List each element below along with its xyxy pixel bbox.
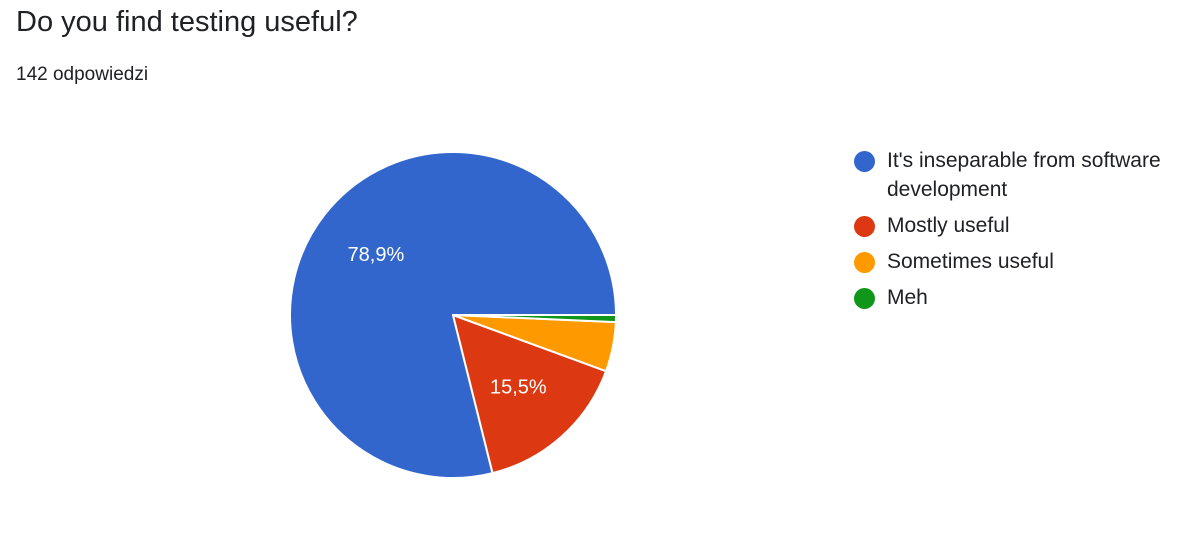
legend-label: Mostly useful xyxy=(887,214,1010,237)
chart-title: Do you find testing useful? xyxy=(16,6,358,38)
slice-data-label-1: 15,5% xyxy=(490,377,547,399)
legend-item-1[interactable]: Mostly useful xyxy=(854,211,1194,240)
pie-slice-3[interactable] xyxy=(452,314,617,324)
chart-legend: It's inseparable from software developme… xyxy=(854,146,1194,319)
legend-swatch-icon xyxy=(854,252,875,273)
legend-label: It's inseparable from software developme… xyxy=(887,149,1161,201)
legend-item-0[interactable]: It's inseparable from software developme… xyxy=(854,146,1194,204)
legend-item-3[interactable]: Meh xyxy=(854,283,1194,312)
slice-data-label-0: 78,9% xyxy=(348,244,405,266)
legend-label: Sometimes useful xyxy=(887,250,1054,273)
legend-item-2[interactable]: Sometimes useful xyxy=(854,247,1194,276)
legend-label: Meh xyxy=(887,286,928,309)
legend-swatch-icon xyxy=(854,151,875,172)
pie-slice-1[interactable] xyxy=(452,314,608,475)
legend-swatch-icon xyxy=(854,288,875,309)
legend-swatch-icon xyxy=(854,216,875,237)
response-count: 142 odpowiedzi xyxy=(16,64,149,85)
